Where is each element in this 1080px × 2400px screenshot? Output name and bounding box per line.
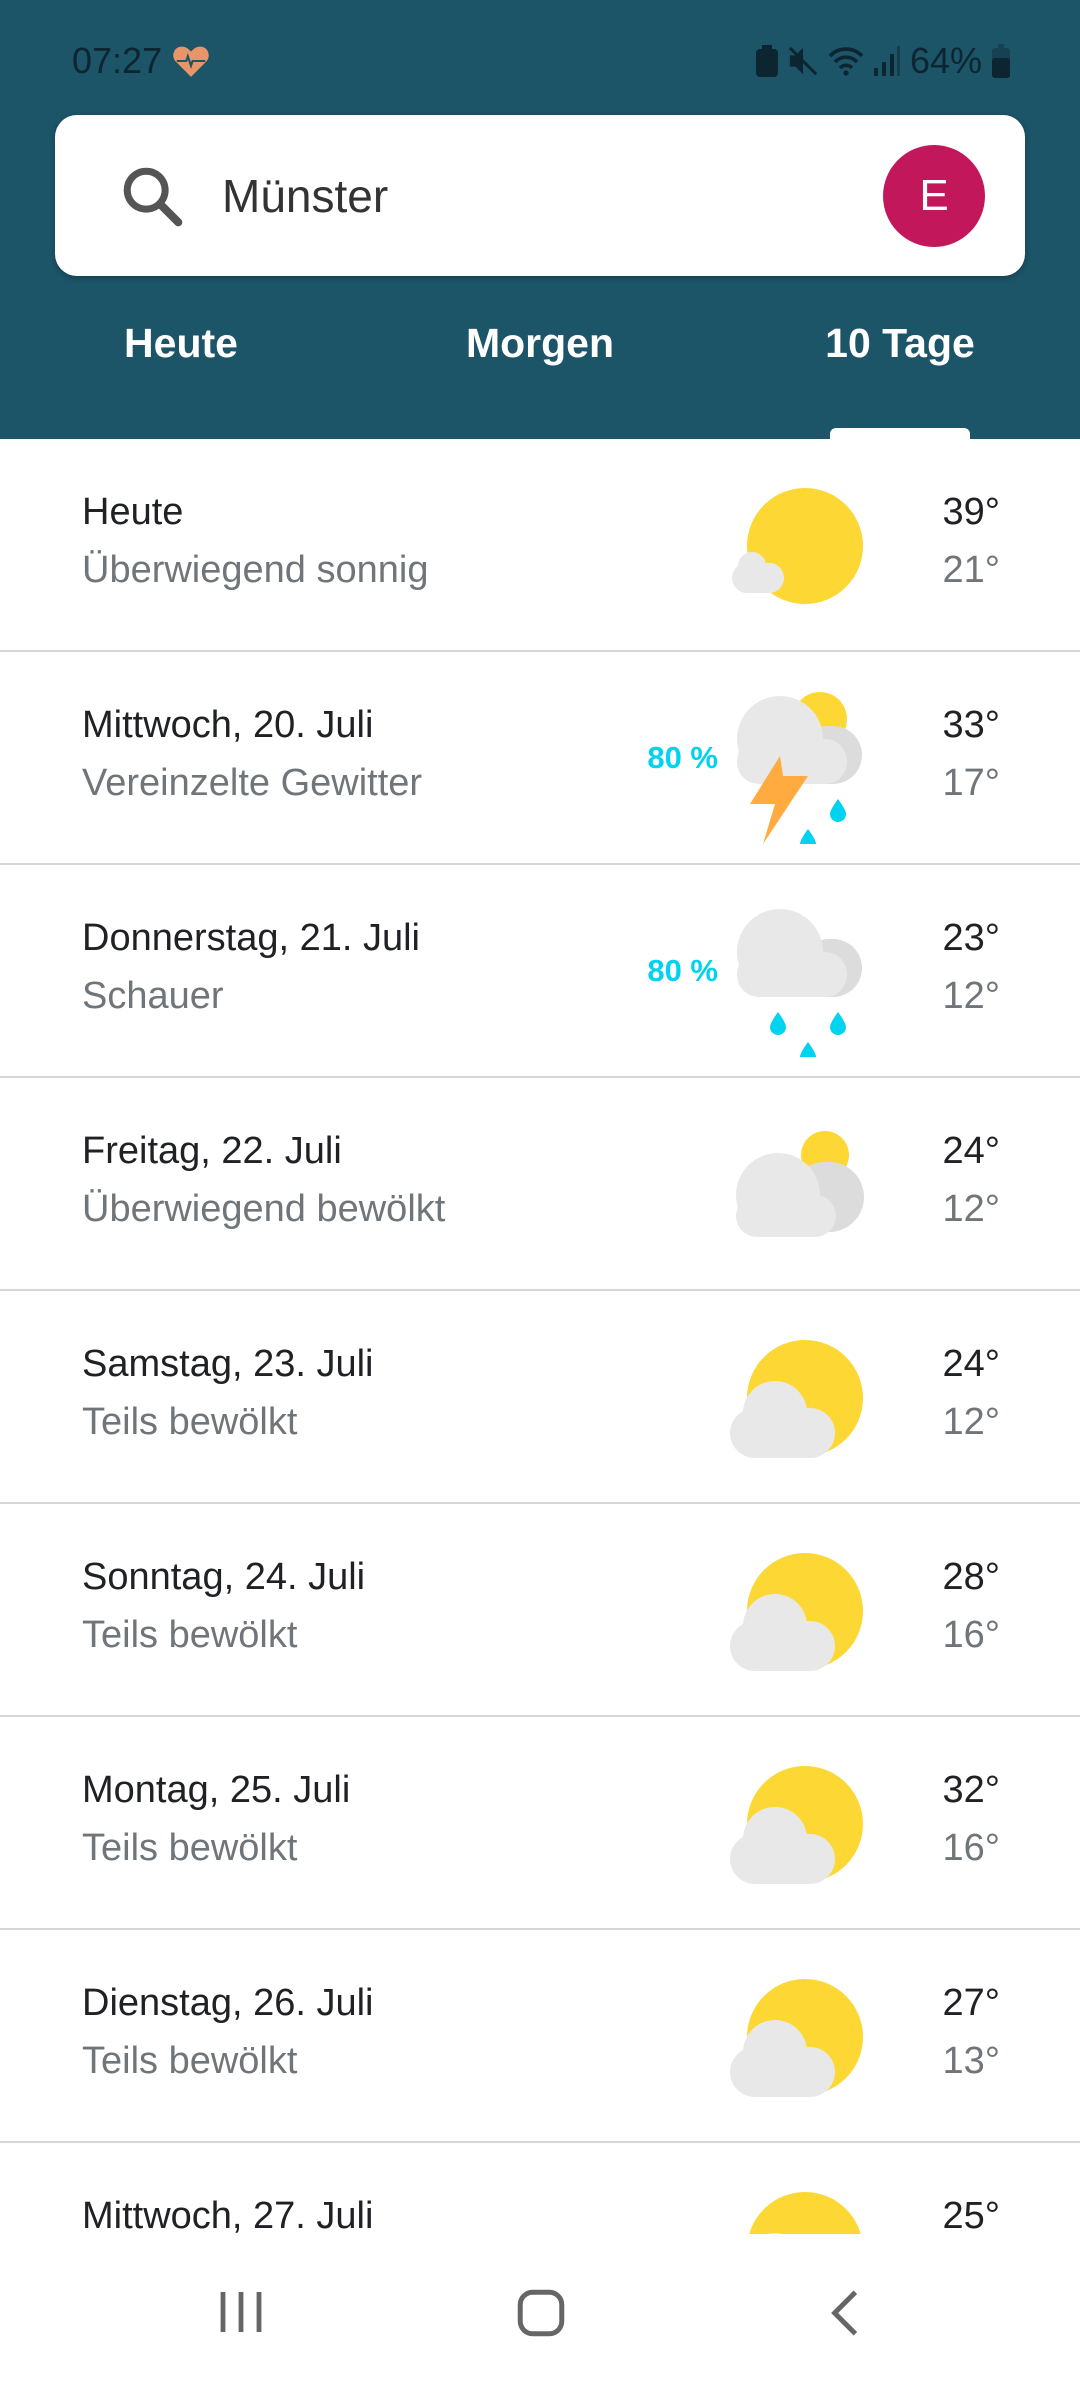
high-temp: 32° — [942, 1769, 1000, 1811]
partly-cloudy-icon — [730, 1553, 863, 1671]
forecast-day-row[interactable]: Sonntag, 24. Juli Teils bewölkt 28° 16° — [0, 1504, 1080, 1717]
day-condition: Schauer — [82, 975, 224, 1017]
forecast-day-row[interactable]: Donnerstag, 21. Juli Schauer 80 % 23° 12… — [0, 865, 1080, 1078]
day-title: Mittwoch, 20. Juli — [82, 704, 374, 746]
mostly-sunny-icon — [732, 488, 863, 604]
high-temp: 23° — [942, 917, 1000, 959]
day-title: Heute — [82, 491, 184, 533]
day-title: Donnerstag, 21. Juli — [82, 917, 420, 959]
tab-bar: Heute Morgen 10 Tage — [0, 320, 1080, 400]
day-condition: Teils bewölkt — [82, 1827, 298, 1869]
status-bar: 07:27 64% — [72, 36, 1010, 86]
heart-rate-icon — [173, 46, 209, 77]
forecast-day-row[interactable]: Dienstag, 26. Juli Teils bewölkt 27° 13° — [0, 1930, 1080, 2143]
day-condition: Teils bewölkt — [82, 1614, 298, 1656]
system-nav-bar — [0, 2234, 1080, 2400]
high-temp: 24° — [942, 1343, 1000, 1385]
thunderstorm-icon — [737, 692, 862, 844]
partly-cloudy-icon — [730, 1979, 863, 2097]
day-condition: Teils bewölkt — [82, 1401, 298, 1443]
day-title: Dienstag, 26. Juli — [82, 1982, 374, 2024]
forecast-day-row[interactable]: Mittwoch, 20. Juli Vereinzelte Gewitter … — [0, 652, 1080, 865]
day-title: Mittwoch, 27. Juli — [82, 2195, 374, 2234]
low-temp: 17° — [942, 762, 1000, 804]
forecast-list[interactable]: Heute Überwiegend sonnig 39° 21° Mittwoch… — [0, 439, 1080, 2234]
high-temp: 28° — [942, 1556, 1000, 1598]
clock: 07:27 — [72, 40, 163, 81]
partly-cloudy-icon — [749, 2192, 861, 2234]
tab-10-days[interactable]: 10 Tage — [825, 320, 975, 366]
high-temp: 24° — [942, 1130, 1000, 1172]
day-condition: Überwiegend sonnig — [82, 549, 429, 591]
forecast-day-row[interactable]: Heute Überwiegend sonnig 39° 21° — [0, 439, 1080, 652]
low-temp: 21° — [942, 549, 1000, 591]
day-condition: Vereinzelte Gewitter — [82, 762, 423, 804]
low-temp: 13° — [942, 2040, 1000, 2082]
day-condition: Überwiegend bewölkt — [82, 1188, 446, 1230]
precipitation-chance: 80 % — [647, 953, 718, 988]
day-title: Montag, 25. Juli — [82, 1769, 351, 1811]
high-temp: 25° — [942, 2195, 1000, 2234]
avatar[interactable]: E — [883, 144, 985, 247]
tab-tomorrow[interactable]: Morgen — [465, 320, 615, 366]
high-temp: 27° — [942, 1982, 1000, 2024]
day-condition: Teils bewölkt — [82, 2040, 298, 2082]
app-header: 07:27 64% Münster E Heute Morgen 10 Tage — [0, 0, 1080, 439]
signal-icon — [873, 46, 900, 76]
low-temp: 16° — [942, 1614, 1000, 1656]
precipitation-chance: 80 % — [647, 740, 718, 775]
mute-icon — [788, 46, 818, 76]
mostly-cloudy-icon — [736, 1131, 864, 1237]
wifi-icon — [828, 47, 864, 76]
recent-apps-icon[interactable] — [215, 2286, 267, 2338]
day-title: Sonntag, 24. Juli — [82, 1556, 366, 1598]
high-temp: 33° — [942, 704, 1000, 746]
tab-today[interactable]: Heute — [124, 320, 238, 366]
battery-percent: 64% — [909, 40, 982, 81]
low-temp: 12° — [942, 1188, 1000, 1230]
back-icon[interactable] — [822, 2286, 868, 2340]
active-tab-indicator — [830, 428, 970, 439]
low-temp: 16° — [942, 1827, 1000, 1869]
day-title: Samstag, 23. Juli — [82, 1343, 374, 1385]
battery-icon — [992, 44, 1010, 78]
search-bar[interactable]: Münster E — [55, 115, 1025, 276]
showers-icon — [737, 909, 862, 1057]
low-temp: 12° — [942, 1401, 1000, 1443]
high-temp: 39° — [942, 491, 1000, 533]
partly-cloudy-icon — [730, 1340, 863, 1458]
partly-cloudy-icon — [730, 1766, 863, 1884]
search-input[interactable]: Münster — [222, 169, 389, 222]
forecast-day-row[interactable]: Samstag, 23. Juli Teils bewölkt 24° 12° — [0, 1291, 1080, 1504]
low-temp: 12° — [942, 975, 1000, 1017]
battery-saver-icon — [755, 45, 778, 77]
home-icon[interactable] — [514, 2286, 568, 2340]
search-icon[interactable] — [117, 161, 187, 231]
forecast-day-row[interactable]: Mittwoch, 27. Juli 25° — [0, 2143, 1080, 2234]
day-title: Freitag, 22. Juli — [82, 1130, 342, 1172]
forecast-day-row[interactable]: Montag, 25. Juli Teils bewölkt 32° 16° — [0, 1717, 1080, 1930]
forecast-day-row[interactable]: Freitag, 22. Juli Überwiegend bewölkt 24… — [0, 1078, 1080, 1291]
